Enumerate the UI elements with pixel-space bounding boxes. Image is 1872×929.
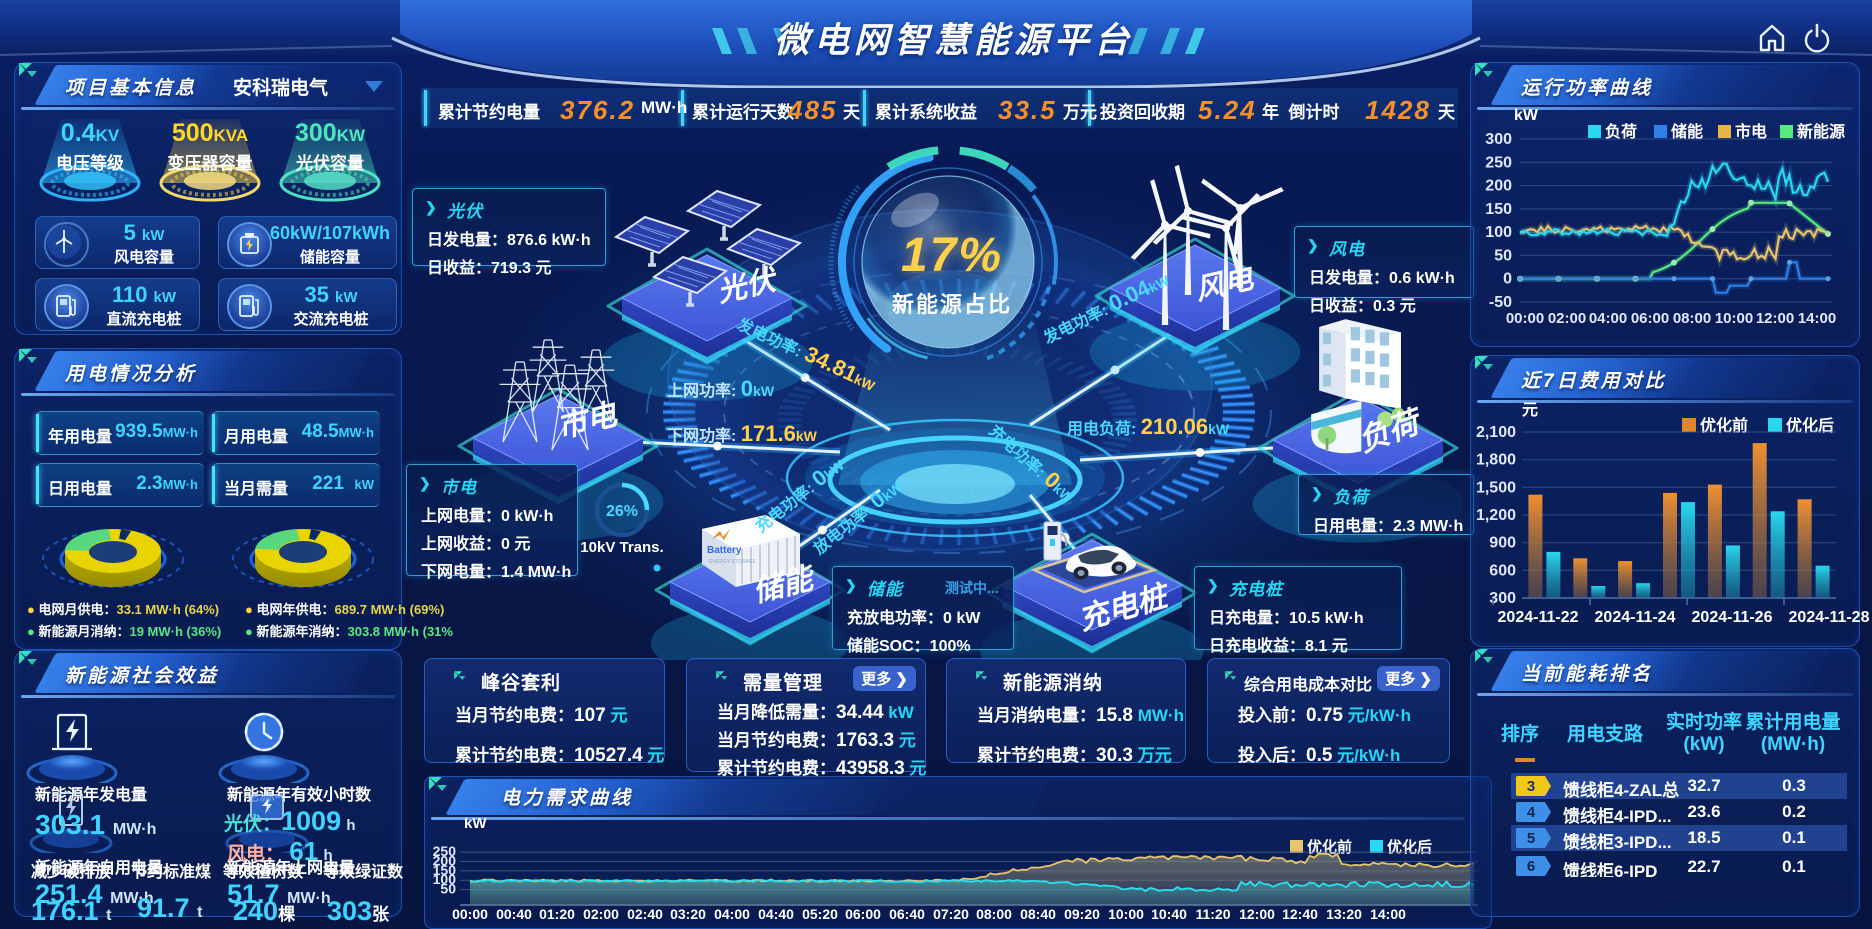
svg-text:储能: 储能 [1670, 122, 1703, 141]
svg-text:900: 900 [1489, 535, 1516, 552]
svg-text:13:20: 13:20 [1326, 906, 1362, 922]
svg-text:05:20: 05:20 [802, 906, 838, 922]
svg-text:100: 100 [433, 871, 457, 887]
svg-text:26%: 26% [606, 503, 638, 520]
svg-text:4: 4 [1527, 804, 1536, 821]
svg-text:06:00: 06:00 [1631, 310, 1669, 327]
svg-text:2,100: 2,100 [1476, 424, 1516, 441]
svg-text:08:00: 08:00 [1673, 310, 1711, 327]
svg-text:3: 3 [1527, 778, 1535, 795]
svg-text:11:20: 11:20 [1195, 906, 1230, 922]
svg-text:1,500: 1,500 [1476, 479, 1516, 496]
svg-text:02:00: 02:00 [1548, 310, 1586, 327]
svg-text:1,200: 1,200 [1476, 507, 1516, 524]
svg-text:用电负荷: 210.06kW: 用电负荷: 210.06kW [1067, 414, 1230, 439]
svg-text:下网功率: 171.6kW: 下网功率: 171.6kW [667, 421, 818, 446]
svg-text:04:40: 04:40 [758, 906, 794, 922]
svg-text:负荷: 负荷 [1605, 122, 1637, 141]
svg-text:04:00: 04:00 [1589, 310, 1627, 327]
svg-text:12:00: 12:00 [1756, 310, 1794, 327]
svg-text:元: 元 [1522, 402, 1538, 419]
svg-text:优化后: 优化后 [1786, 416, 1834, 435]
svg-text:充电功率: 0kW: 充电功率: 0kW [749, 451, 849, 537]
svg-text:02:40: 02:40 [627, 906, 663, 922]
svg-text:12:00: 12:00 [1239, 906, 1275, 922]
svg-text:优化后: 优化后 [1387, 838, 1432, 856]
svg-text:1,800: 1,800 [1476, 452, 1516, 469]
svg-text:2024-11-22: 2024-11-22 [1498, 609, 1579, 626]
svg-text:-50: -50 [1489, 294, 1512, 311]
svg-text:00:00: 00:00 [452, 906, 488, 922]
svg-text:200: 200 [1485, 178, 1512, 195]
svg-text:10:00: 10:00 [1715, 310, 1753, 327]
svg-text:优化前: 优化前 [1307, 838, 1352, 856]
svg-text:14:00: 14:00 [1370, 906, 1406, 922]
svg-text:2024-11-26: 2024-11-26 [1692, 609, 1773, 626]
svg-text:10kV Trans.: 10kV Trans. [580, 539, 663, 556]
svg-text:150: 150 [433, 862, 457, 878]
svg-text:上网功率: 0kW: 上网功率: 0kW [667, 376, 775, 401]
svg-text:50: 50 [1494, 247, 1512, 264]
svg-text:600: 600 [1489, 562, 1516, 579]
svg-text:新能源: 新能源 [1797, 122, 1845, 141]
svg-text:01:20: 01:20 [539, 906, 575, 922]
svg-text:06:00: 06:00 [845, 906, 881, 922]
svg-text:市电: 市电 [1735, 122, 1767, 141]
svg-text:08:00: 08:00 [976, 906, 1012, 922]
svg-text:07:20: 07:20 [933, 906, 969, 922]
svg-text:10:00: 10:00 [1108, 906, 1144, 922]
svg-text:300: 300 [1489, 590, 1516, 607]
svg-text:200: 200 [433, 853, 457, 869]
svg-text:250: 250 [433, 843, 457, 859]
svg-text:08:40: 08:40 [1020, 906, 1056, 922]
svg-text:ENERGY STORAGE: ENERGY STORAGE [709, 559, 756, 565]
svg-text:kW: kW [1514, 107, 1539, 124]
svg-text:02:00: 02:00 [583, 906, 619, 922]
svg-text:100: 100 [1485, 224, 1512, 241]
svg-text:06:40: 06:40 [889, 906, 925, 922]
svg-text:2024-11-24: 2024-11-24 [1595, 609, 1676, 626]
svg-text:Battery: Battery [707, 545, 742, 556]
svg-text:12:40: 12:40 [1282, 906, 1318, 922]
svg-text:150: 150 [1485, 201, 1512, 218]
svg-text:0: 0 [1503, 271, 1512, 288]
svg-text:14:00: 14:00 [1798, 310, 1836, 327]
svg-text:10:40: 10:40 [1151, 906, 1187, 922]
svg-text:04:00: 04:00 [714, 906, 750, 922]
svg-text:00:00: 00:00 [1506, 310, 1544, 327]
svg-text:250: 250 [1485, 154, 1512, 171]
svg-text:6: 6 [1527, 858, 1535, 875]
svg-text:50: 50 [440, 881, 456, 897]
svg-text:5: 5 [1527, 830, 1535, 847]
svg-text:09:20: 09:20 [1064, 906, 1100, 922]
svg-text:00:40: 00:40 [496, 906, 532, 922]
svg-text:300: 300 [1485, 131, 1512, 148]
svg-text:kW: kW [464, 818, 487, 832]
svg-text:2024-11-28: 2024-11-28 [1789, 609, 1870, 626]
svg-text:优化前: 优化前 [1700, 416, 1748, 435]
svg-text:03:20: 03:20 [670, 906, 706, 922]
